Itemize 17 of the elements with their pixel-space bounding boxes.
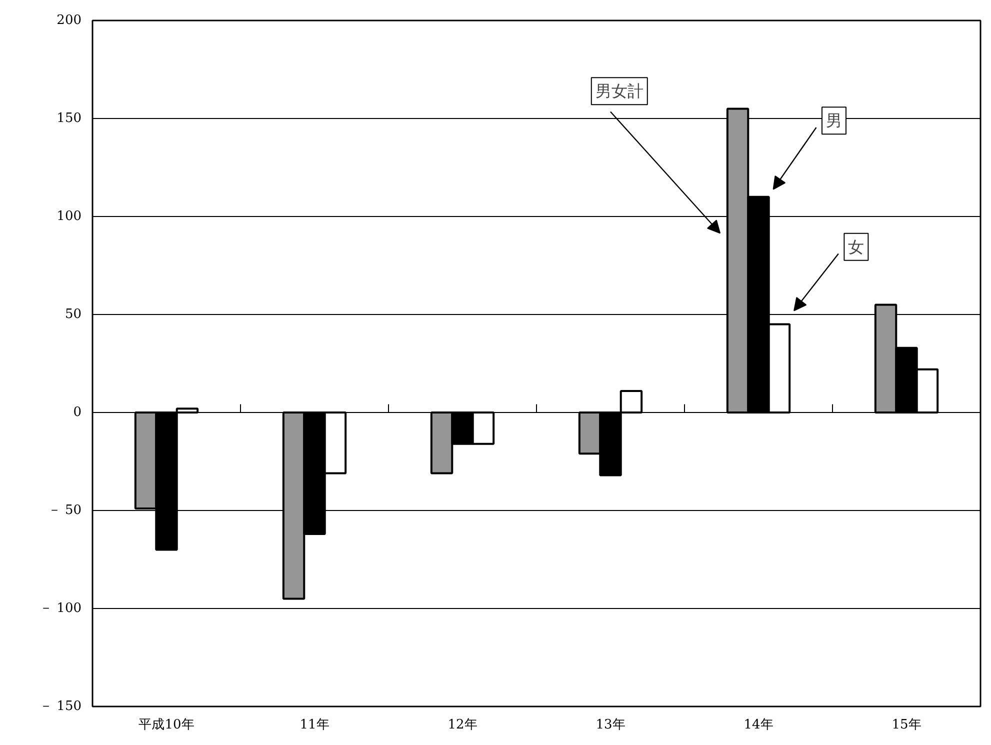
text: 男女計	[595, 82, 644, 101]
text: 男	[826, 111, 842, 130]
y-tick-label: 150	[56, 111, 82, 126]
y-tick-label: 50	[64, 307, 82, 322]
y-tick-label: － 150	[40, 699, 82, 714]
y-tick-label: 100	[56, 209, 82, 224]
x-tick-label: 平成10年	[138, 718, 194, 732]
x-tick-label: 11年	[300, 718, 330, 732]
x-tick-label: 13年	[596, 718, 626, 732]
x-tick-label: 15年	[892, 718, 922, 732]
x-tick-label: 12年	[448, 718, 478, 732]
y-tick-label: 200	[56, 13, 82, 28]
y-tick-label: － 100	[40, 601, 82, 616]
y-tick-label: 0	[73, 405, 82, 420]
x-tick-label: 14年	[744, 718, 774, 732]
text: 女	[848, 237, 864, 256]
y-tick-label: － 50	[48, 503, 82, 518]
